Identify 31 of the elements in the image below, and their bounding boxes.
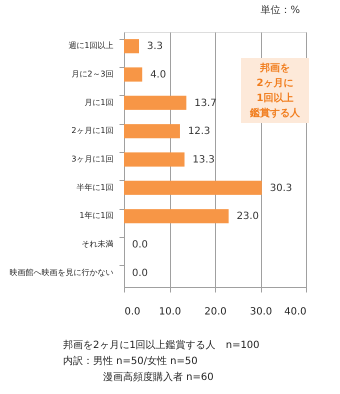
annotation: 鑑賞する人 [249, 107, 301, 119]
x-tick-label: 0.0 [124, 306, 140, 318]
data-label: 23.0 [236, 211, 259, 222]
x-tick-label: 20.0 [204, 306, 227, 318]
data-label: 30.3 [270, 182, 292, 194]
data-label: 3.3 [147, 41, 163, 52]
text: 漫画高頻度購入者 n=60 [103, 371, 214, 383]
data-label: 12.3 [188, 126, 210, 138]
x-tick-label: 10.0 [158, 306, 182, 318]
text: 邦画を2ヶ月に1回以上鑑賞する人 n=100 [63, 339, 260, 351]
text: 内訳：男性 n=50/女性 n=50 [63, 355, 198, 367]
y-tick-label: 半年に1回 [76, 182, 114, 192]
data-label: 13.3 [192, 154, 215, 166]
y-tick-label: 月に2～3回 [71, 70, 114, 78]
y-tick-label: 2ヶ月に1回 [71, 126, 114, 136]
y-tick-label: それ未満 [82, 240, 114, 248]
x-tick-label: 40.0 [284, 306, 306, 318]
x-tick-label: 30.0 [250, 306, 272, 318]
annotation: 1回以上 [256, 92, 294, 104]
data-label: 0.0 [132, 240, 148, 250]
y-tick-label: 月に1回 [84, 98, 114, 107]
text: 単位：% [260, 4, 300, 16]
y-tick-label: 週に1回以上 [68, 41, 114, 50]
annotation: 邦画を [259, 62, 290, 74]
data-label: 4.0 [150, 70, 166, 80]
data-label: 13.7 [194, 98, 217, 109]
y-tick-label: 3ヶ月に1回 [71, 154, 114, 164]
y-tick-label: 1年に1回 [79, 211, 114, 220]
data-label: 0.0 [132, 268, 148, 279]
annotation: 2ヶ月に [256, 78, 294, 89]
y-tick-label: 映画館へ映画を見に行かない [10, 268, 114, 277]
